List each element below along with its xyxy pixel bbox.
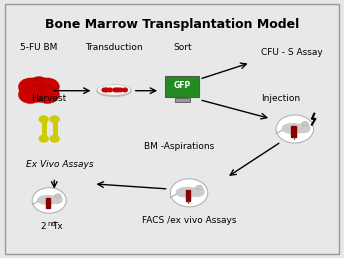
Circle shape [35,78,60,96]
Circle shape [118,88,122,92]
Text: GFP: GFP [174,81,191,90]
Circle shape [32,188,66,213]
Text: FACS /ex vivo Assays: FACS /ex vivo Assays [142,216,236,225]
Circle shape [192,187,204,196]
Text: nd: nd [47,221,56,227]
Circle shape [19,78,42,96]
Ellipse shape [37,196,57,204]
Circle shape [39,116,48,123]
FancyBboxPatch shape [165,76,200,96]
Text: Bone Marrow Transplantation Model: Bone Marrow Transplantation Model [45,18,299,31]
Ellipse shape [98,86,130,94]
Circle shape [50,116,59,123]
Ellipse shape [176,188,198,197]
Circle shape [50,135,59,142]
Circle shape [51,195,62,204]
FancyBboxPatch shape [291,126,296,137]
Circle shape [55,194,61,198]
FancyBboxPatch shape [174,98,190,102]
Text: Tx: Tx [53,222,63,231]
Text: CFU - S Assay: CFU - S Assay [261,48,322,57]
Circle shape [19,86,42,103]
Circle shape [35,86,60,103]
Circle shape [27,77,51,94]
Text: BM -Aspirations: BM -Aspirations [144,142,214,151]
FancyBboxPatch shape [46,198,50,208]
Circle shape [122,88,127,92]
Circle shape [276,115,314,143]
Circle shape [302,121,308,126]
Text: 5-FU BM: 5-FU BM [20,43,57,52]
Text: Transduction: Transduction [85,43,143,52]
Circle shape [102,88,107,92]
Circle shape [196,185,202,190]
FancyBboxPatch shape [186,190,190,201]
Text: Ex Vivo Assays: Ex Vivo Assays [25,160,93,169]
Text: Sort: Sort [173,43,192,52]
Ellipse shape [97,85,131,96]
Text: Injection: Injection [261,94,300,103]
Circle shape [39,135,48,142]
Circle shape [113,88,118,92]
Circle shape [170,179,208,207]
Text: 2: 2 [40,222,46,231]
Circle shape [115,88,120,92]
Circle shape [108,88,112,92]
Circle shape [104,88,109,92]
Text: Harvest: Harvest [32,94,67,103]
Circle shape [298,123,310,133]
Ellipse shape [282,124,304,133]
Circle shape [27,84,51,102]
